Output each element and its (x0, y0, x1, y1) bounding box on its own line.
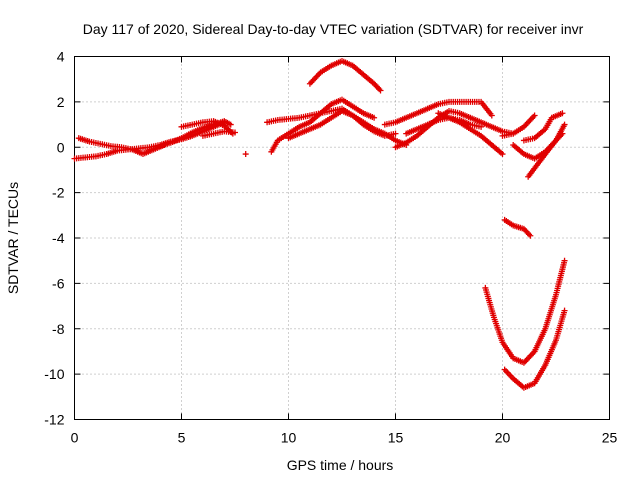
x-tick-label: 15 (388, 430, 404, 446)
x-axis-label: GPS time / hours (287, 457, 394, 473)
series-track-1 (71, 119, 228, 162)
x-tick-label: 25 (602, 430, 618, 446)
y-tick-label: -12 (44, 412, 64, 428)
chart-title: Day 117 of 2020, Sidereal Day-to-day VTE… (83, 21, 584, 37)
y-tick-label: -4 (52, 230, 65, 246)
data-points (71, 58, 568, 391)
series-track-13 (435, 110, 506, 158)
x-tick-label: 10 (281, 430, 297, 446)
series-track-16 (520, 110, 566, 144)
y-tick-label: 4 (57, 49, 65, 65)
axis-ticks: 0 5 10 15 20 25 -12 -10 -8 -6 -4 -2 0 2 4 (44, 49, 617, 446)
series-track-8 (285, 107, 410, 148)
series-track-5 (199, 128, 238, 139)
series-isolated-1 (242, 151, 249, 158)
series-track-17 (525, 121, 568, 180)
series-track-10 (381, 98, 495, 128)
series-track-14 (499, 112, 538, 139)
y-tick-label: -2 (52, 185, 65, 201)
series-track-6 (268, 96, 378, 155)
series-track-18 (501, 216, 534, 239)
x-tick-label: 5 (178, 430, 186, 446)
y-tick-label: -10 (44, 366, 64, 382)
y-tick-label: -6 (52, 275, 65, 291)
x-tick-label: 20 (495, 430, 511, 446)
series-track-20 (501, 307, 568, 391)
y-tick-label: -8 (52, 321, 65, 337)
series-track-7 (264, 105, 399, 139)
x-tick-label: 0 (71, 430, 79, 446)
y-tick-label: 0 (57, 139, 65, 155)
y-axis-label: SDTVAR / TECUs (5, 182, 21, 294)
series-track-9 (306, 58, 384, 94)
series-track-19 (482, 257, 568, 366)
y-tick-label: 2 (57, 94, 65, 110)
